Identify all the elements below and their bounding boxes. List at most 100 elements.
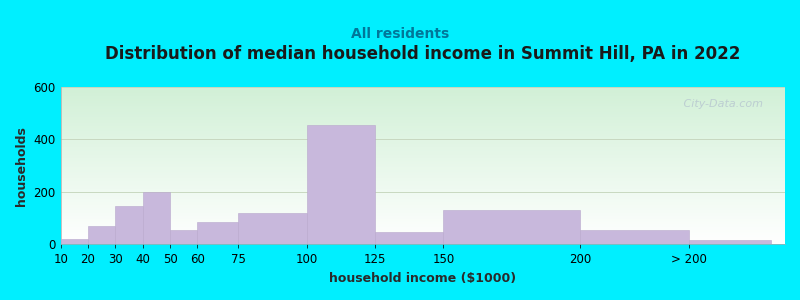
Bar xyxy=(61,173,785,175)
Bar xyxy=(61,95,785,96)
Bar xyxy=(61,145,785,147)
Bar xyxy=(61,177,785,178)
Bar xyxy=(61,131,785,133)
Bar xyxy=(61,150,785,152)
Bar xyxy=(61,219,785,221)
Bar xyxy=(61,232,785,233)
Bar xyxy=(61,133,785,134)
Bar xyxy=(61,241,785,243)
Bar xyxy=(61,99,785,101)
Bar xyxy=(61,128,785,129)
Bar xyxy=(61,202,785,203)
Bar xyxy=(61,161,785,162)
Bar xyxy=(61,178,785,180)
Bar xyxy=(61,104,785,106)
Bar xyxy=(61,240,785,241)
Bar xyxy=(61,156,785,158)
Bar xyxy=(61,164,785,166)
Text: City-Data.com: City-Data.com xyxy=(674,99,763,110)
Bar xyxy=(61,124,785,126)
Bar xyxy=(306,125,375,244)
Bar xyxy=(61,170,785,172)
Bar xyxy=(61,129,785,131)
Bar xyxy=(61,140,785,142)
Bar xyxy=(61,110,785,112)
X-axis label: household income ($1000): household income ($1000) xyxy=(330,272,516,285)
Bar xyxy=(61,184,785,186)
Bar xyxy=(61,172,785,173)
Bar xyxy=(238,213,306,244)
Bar xyxy=(61,120,785,122)
Bar xyxy=(690,240,771,244)
Bar xyxy=(61,235,785,236)
Text: All residents: All residents xyxy=(351,27,449,41)
Bar xyxy=(61,153,785,154)
Y-axis label: households: households xyxy=(15,126,28,206)
Bar xyxy=(61,123,785,124)
Bar xyxy=(61,126,785,128)
Bar xyxy=(375,232,443,244)
Bar xyxy=(88,226,115,244)
Bar xyxy=(61,216,785,218)
Bar xyxy=(61,186,785,188)
Bar xyxy=(61,92,785,93)
Bar xyxy=(61,192,785,194)
Bar xyxy=(61,227,785,229)
Bar xyxy=(61,194,785,196)
Bar xyxy=(61,142,785,143)
Bar xyxy=(61,239,88,244)
Bar xyxy=(61,166,785,167)
Bar xyxy=(61,112,785,114)
Bar xyxy=(61,180,785,182)
Bar xyxy=(61,203,785,205)
Bar xyxy=(61,136,785,137)
Bar xyxy=(61,200,785,202)
Bar xyxy=(61,211,785,213)
Bar xyxy=(61,106,785,107)
Bar xyxy=(61,205,785,207)
Bar xyxy=(61,207,785,208)
Bar xyxy=(61,90,785,92)
Bar xyxy=(61,236,785,238)
Bar xyxy=(61,238,785,240)
Bar xyxy=(61,226,785,227)
Bar xyxy=(61,230,785,232)
Bar xyxy=(61,109,785,110)
Bar xyxy=(61,233,785,235)
Bar xyxy=(61,208,785,210)
Bar xyxy=(61,114,785,115)
Bar xyxy=(61,87,785,88)
Bar xyxy=(61,158,785,159)
Bar xyxy=(61,213,785,214)
Bar xyxy=(115,206,142,244)
Bar xyxy=(61,169,785,170)
Bar xyxy=(61,98,785,99)
Bar xyxy=(61,162,785,164)
Bar xyxy=(580,230,690,244)
Bar xyxy=(443,210,580,244)
Bar xyxy=(61,107,785,109)
Bar xyxy=(61,88,785,90)
Bar xyxy=(61,243,785,244)
Bar xyxy=(61,229,785,230)
Bar xyxy=(61,222,785,224)
Bar xyxy=(61,152,785,153)
Title: Distribution of median household income in Summit Hill, PA in 2022: Distribution of median household income … xyxy=(105,45,741,63)
Bar xyxy=(61,189,785,191)
Bar xyxy=(61,122,785,123)
Bar xyxy=(61,182,785,183)
Bar xyxy=(61,196,785,197)
Bar xyxy=(61,137,785,139)
Bar xyxy=(61,191,785,192)
Bar xyxy=(61,159,785,161)
Bar xyxy=(61,210,785,211)
Bar xyxy=(61,175,785,177)
Bar xyxy=(61,224,785,226)
Bar xyxy=(61,103,785,104)
Bar xyxy=(61,197,785,199)
Bar xyxy=(61,139,785,140)
Bar xyxy=(61,183,785,184)
Bar xyxy=(170,230,198,244)
Bar xyxy=(61,154,785,156)
Bar xyxy=(61,214,785,216)
